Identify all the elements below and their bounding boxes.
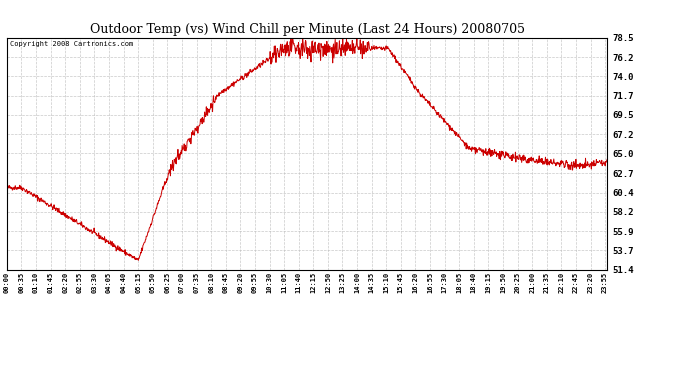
Title: Outdoor Temp (vs) Wind Chill per Minute (Last 24 Hours) 20080705: Outdoor Temp (vs) Wind Chill per Minute … xyxy=(90,23,524,36)
Text: Copyright 2008 Cartronics.com: Copyright 2008 Cartronics.com xyxy=(10,41,133,47)
